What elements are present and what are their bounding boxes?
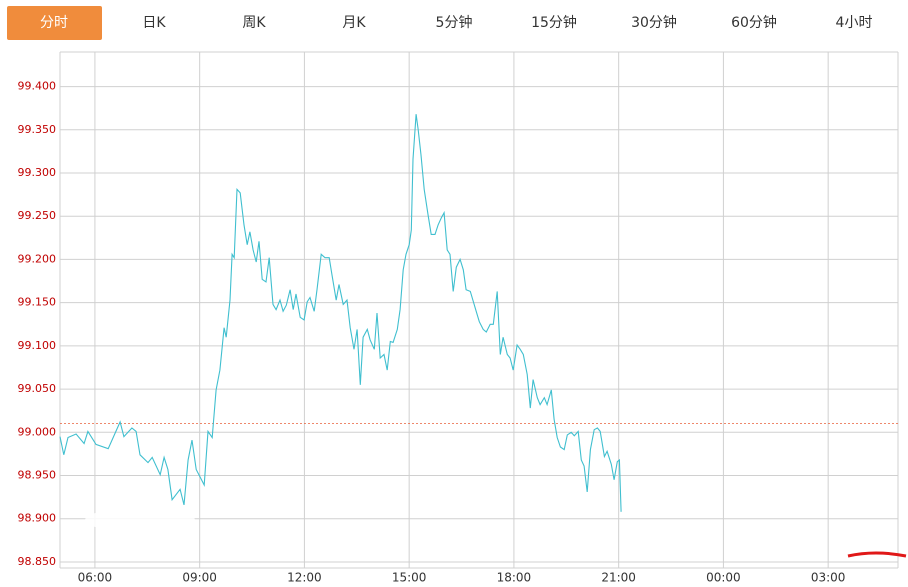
tab[interactable]: 周K xyxy=(242,15,266,31)
y-tick-label: 98.850 xyxy=(18,555,57,568)
x-tick-label: 06:00 xyxy=(78,571,113,585)
blur-smudge xyxy=(85,508,195,532)
tab[interactable]: 5分钟 xyxy=(436,14,473,31)
x-tick-label: 18:00 xyxy=(497,571,532,585)
y-tick-label: 99.150 xyxy=(18,296,57,309)
y-tick-label: 99.000 xyxy=(18,425,57,438)
y-tick-label: 99.200 xyxy=(18,252,57,265)
tab[interactable]: 4小时 xyxy=(836,15,873,31)
x-tick-label: 21:00 xyxy=(601,571,636,585)
y-tick-label: 99.050 xyxy=(18,382,57,395)
tab[interactable]: 月K xyxy=(342,15,366,31)
tab-active-bg[interactable] xyxy=(7,6,102,40)
y-tick-label: 99.250 xyxy=(18,209,57,222)
y-tick-label: 99.100 xyxy=(18,339,57,352)
tabs: 分时 日K 周K 月K 5分钟 15分钟 30分钟 60分钟 4小时 xyxy=(7,6,872,40)
tab-bar xyxy=(0,0,908,44)
x-tick-label: 09:00 xyxy=(182,571,217,585)
tab[interactable]: 分时 xyxy=(40,15,68,31)
price-line xyxy=(59,114,622,512)
tab[interactable]: 30分钟 xyxy=(631,14,677,31)
y-tick-label: 99.400 xyxy=(18,80,57,93)
y-tick-label: 98.900 xyxy=(18,512,57,525)
tab[interactable]: 日K xyxy=(142,15,166,31)
x-tick-label: 03:00 xyxy=(811,571,846,585)
x-tick-label: 15:00 xyxy=(392,571,427,585)
tab[interactable]: 15分钟 xyxy=(531,14,577,31)
grid xyxy=(60,52,898,568)
y-tick-label: 98.950 xyxy=(18,469,57,482)
red-scribble xyxy=(847,551,907,558)
x-tick-label: 00:00 xyxy=(706,571,741,585)
y-tick-label: 99.350 xyxy=(18,123,57,136)
tab[interactable]: 60分钟 xyxy=(731,14,777,31)
x-tick-label: 12:00 xyxy=(287,571,322,585)
y-tick-label: 99.300 xyxy=(18,166,57,179)
